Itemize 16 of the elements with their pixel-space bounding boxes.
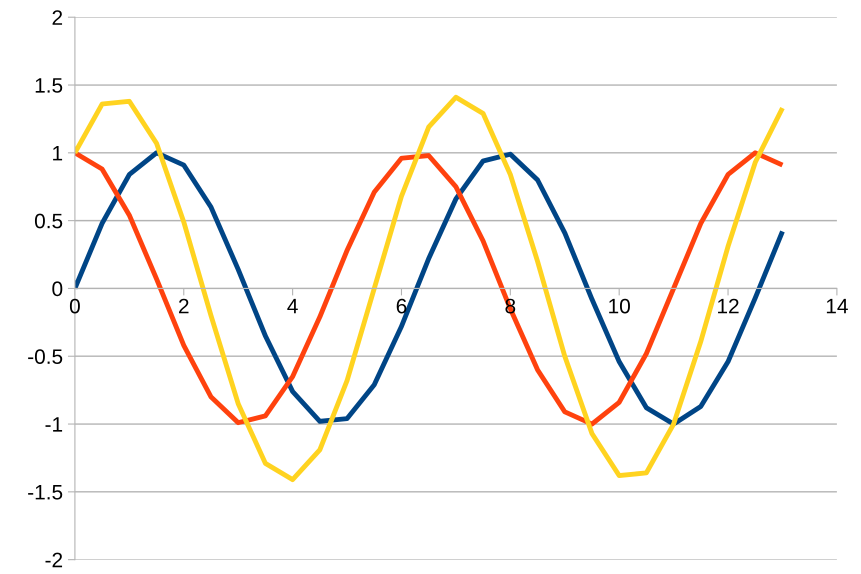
y-tick-label: -0.5 bbox=[28, 349, 62, 364]
x-tick-label: 2 bbox=[179, 298, 189, 314]
y-tick-label: -1 bbox=[46, 417, 62, 432]
x-tick-label: 6 bbox=[396, 298, 406, 314]
y-tick-label: 0.5 bbox=[34, 214, 62, 228]
x-tick-label: 14 bbox=[826, 298, 848, 314]
y-tick-label: -1.5 bbox=[28, 485, 62, 500]
x-tick-label: 4 bbox=[287, 298, 298, 314]
y-tick-label: 1 bbox=[53, 146, 62, 160]
x-tick-label: 10 bbox=[609, 298, 630, 314]
y-tick-label: 0 bbox=[52, 281, 62, 296]
y-tick-label: -2 bbox=[46, 552, 62, 568]
y-tick-label: 1.5 bbox=[36, 78, 62, 93]
x-tick-label: 12 bbox=[718, 298, 739, 314]
x-tick-label: 0 bbox=[70, 298, 80, 314]
y-tick-label: 2 bbox=[52, 10, 62, 25]
